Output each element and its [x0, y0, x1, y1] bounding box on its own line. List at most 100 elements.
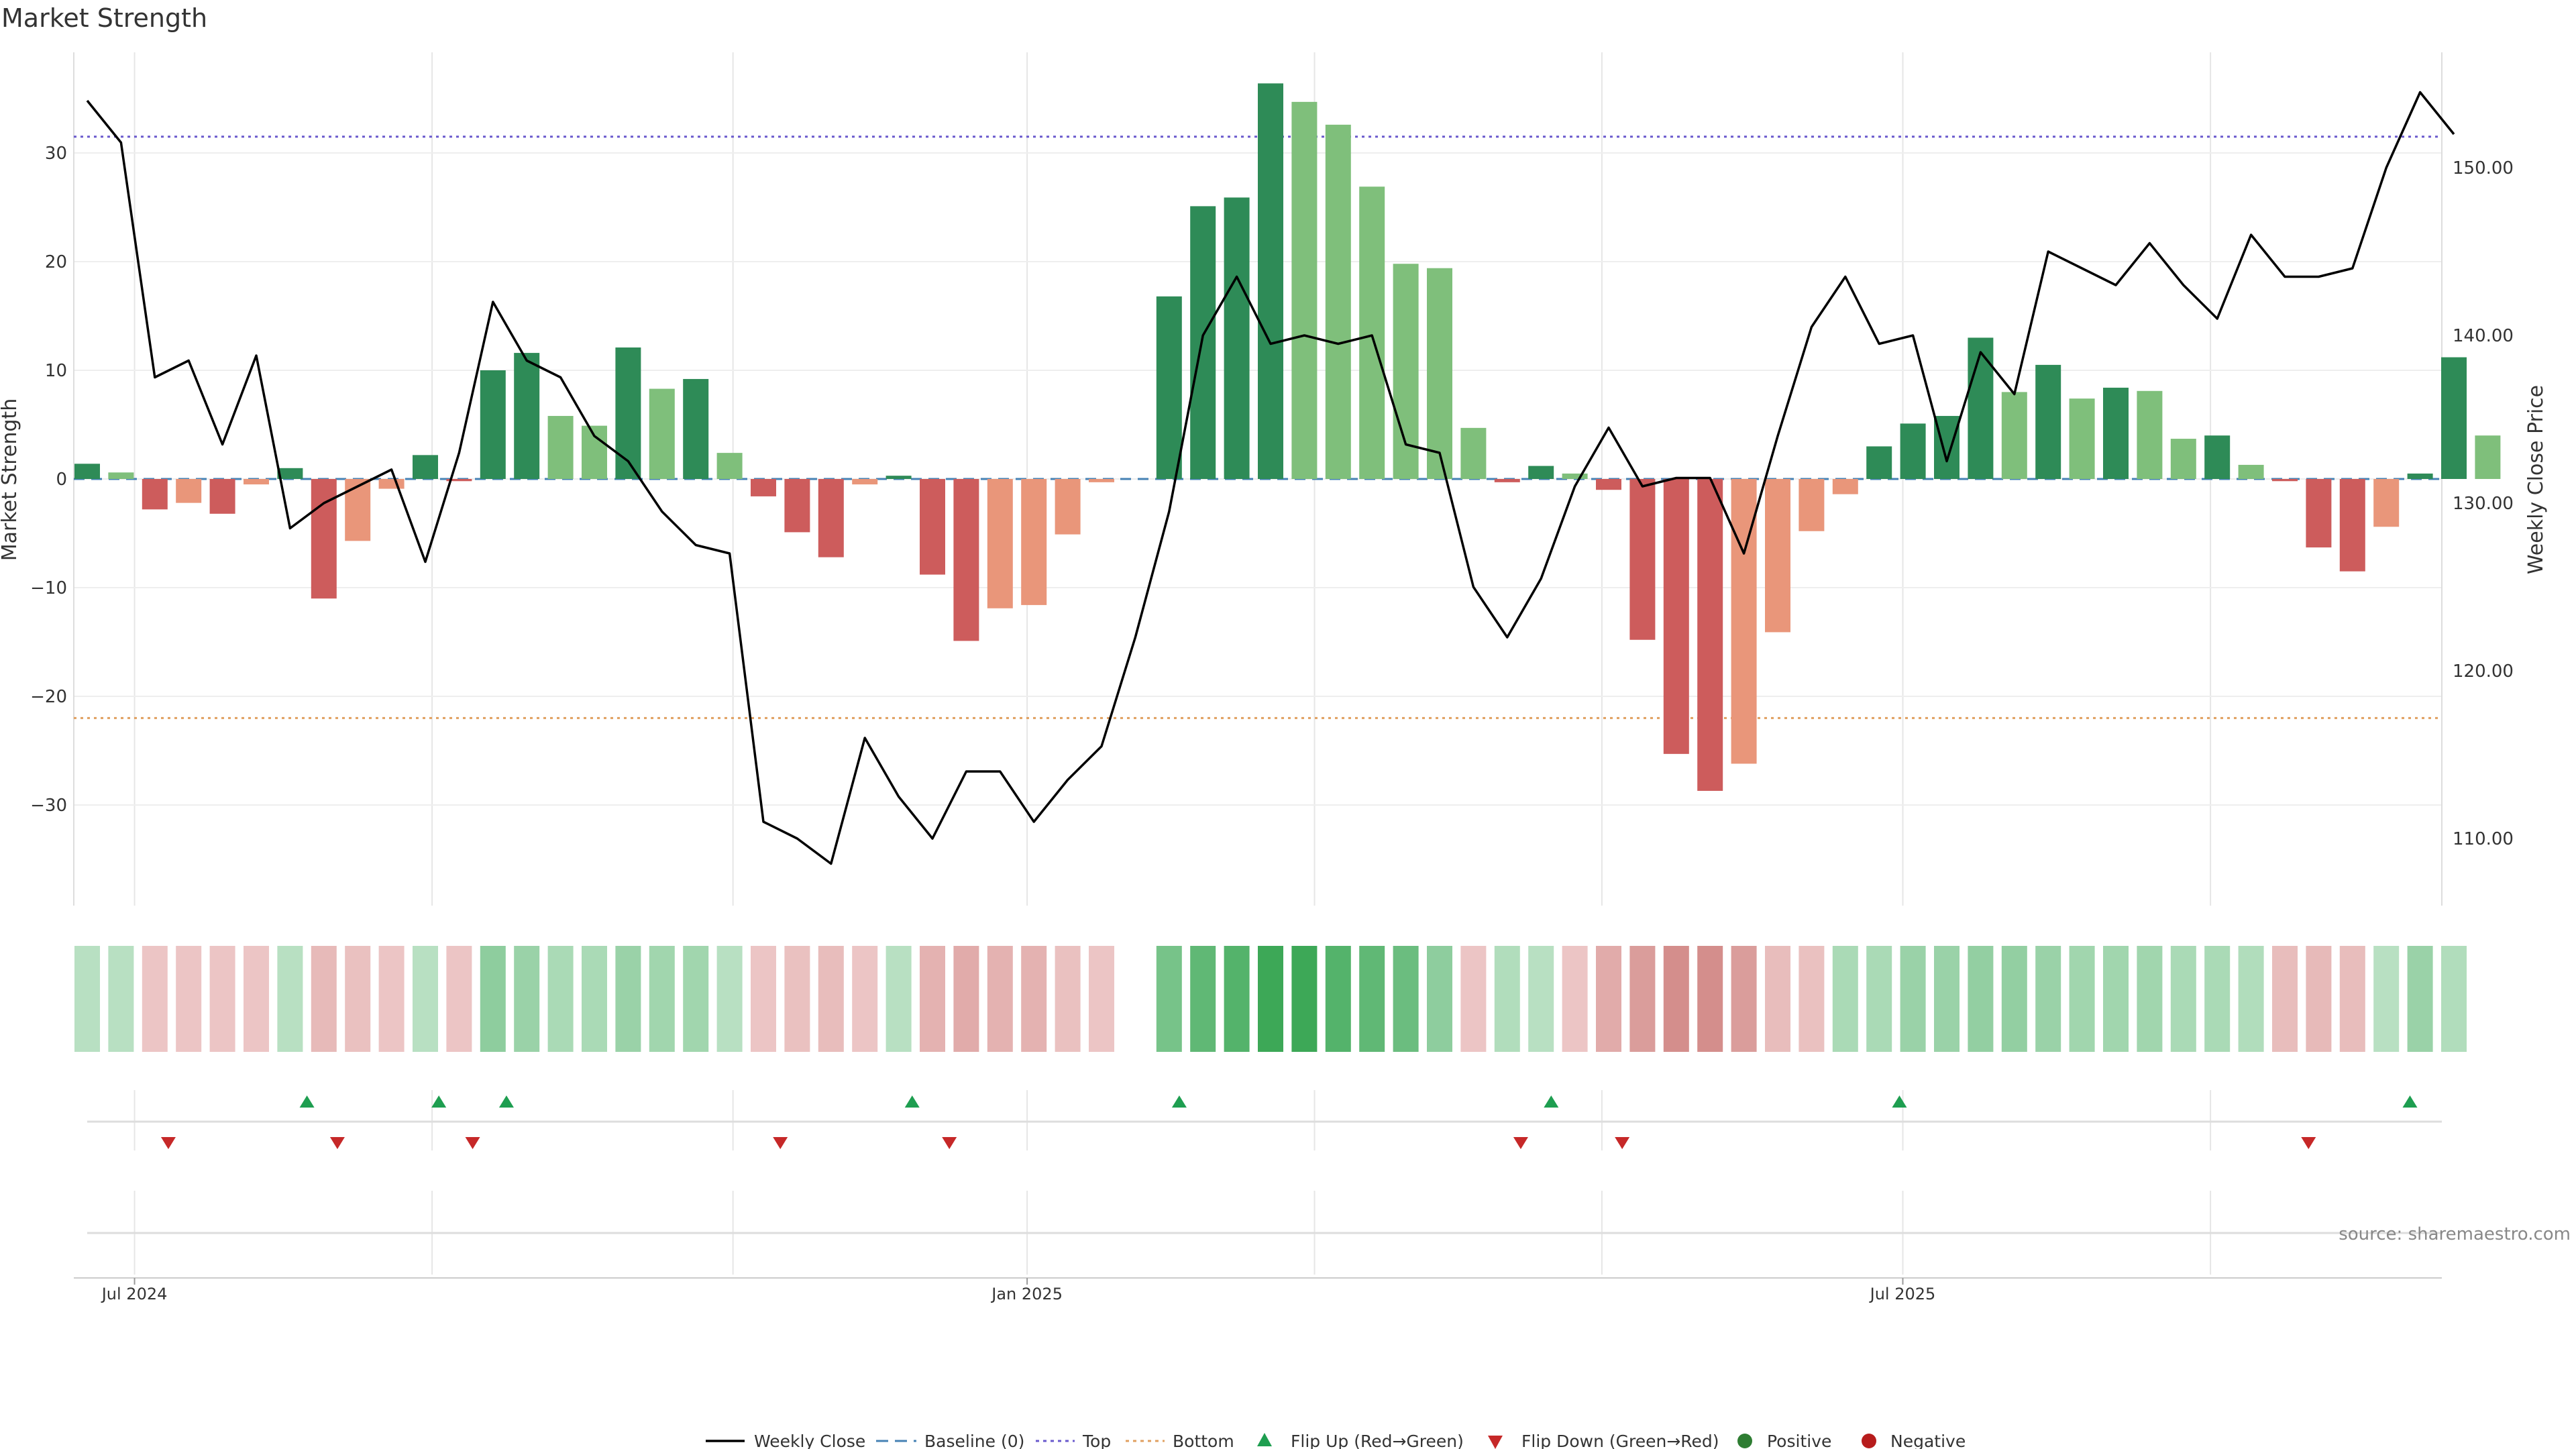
- strength-bar-positive: [2001, 392, 2027, 479]
- heat-cell-positive: [480, 946, 506, 1052]
- strength-bar-negative: [244, 479, 269, 485]
- strength-bar-positive: [615, 347, 641, 479]
- heat-cell-negative: [751, 946, 776, 1052]
- legend-flip-down: Flip Down (Green→Red): [1521, 1432, 1719, 1449]
- y2-tick-label: 150.00: [2453, 158, 2514, 178]
- strength-bar-positive: [2407, 473, 2433, 479]
- date-axis-ticks: Jul 2024 Jan 2025 Jul 2025: [101, 1278, 1935, 1303]
- heat-cell-negative: [446, 946, 472, 1052]
- strength-bar-negative: [1055, 479, 1081, 535]
- y-tick-label: 10: [45, 361, 67, 381]
- y-tick-label: −30: [30, 796, 67, 816]
- heat-cell-negative: [987, 946, 1013, 1052]
- heat-cell-negative: [1021, 946, 1047, 1052]
- heat-cell-positive: [2441, 946, 2467, 1052]
- strength-bar-positive: [2035, 364, 2061, 479]
- heat-cell-negative: [244, 946, 269, 1052]
- strength-bar-negative: [209, 479, 235, 514]
- heat-cell-positive: [547, 946, 574, 1052]
- heat-cell-negative: [2272, 946, 2298, 1052]
- strength-bar-positive: [716, 453, 743, 479]
- left-axis-ticks: 30 20 10 0 −10 −20 −30: [30, 144, 67, 816]
- y2-axis-title: Weekly Close Price: [2524, 385, 2548, 574]
- heat-cell-negative: [176, 946, 202, 1052]
- strength-bar-negative: [345, 479, 371, 541]
- heat-cell-negative: [1460, 946, 1487, 1052]
- heat-cell-negative: [1089, 946, 1114, 1052]
- y2-tick-label: 140.00: [2453, 326, 2514, 346]
- flip-down-marker: [465, 1137, 480, 1149]
- heat-cell-positive: [582, 946, 607, 1052]
- heat-cell-positive: [1359, 946, 1385, 1052]
- legend-flip-down-icon: [1488, 1436, 1503, 1449]
- y-tick-label: −10: [30, 578, 67, 598]
- heat-cell-negative: [1765, 946, 1790, 1052]
- legend-top: Top: [1082, 1432, 1111, 1449]
- strength-bar-positive: [2069, 398, 2095, 479]
- strength-bar-positive: [413, 455, 438, 479]
- strength-bar-negative: [2373, 479, 2400, 527]
- heat-cell-positive: [1900, 946, 1926, 1052]
- heat-cell-positive: [683, 946, 709, 1052]
- heat-cell-positive: [615, 946, 641, 1052]
- strength-bar-negative: [1663, 479, 1689, 754]
- strength-bar-negative: [818, 479, 844, 557]
- strength-bar-positive: [1258, 83, 1283, 479]
- strength-bar-positive: [1427, 268, 1452, 479]
- heat-cell-positive: [1832, 946, 1858, 1052]
- strength-bar-negative: [176, 479, 202, 503]
- heat-cell-positive: [1968, 946, 1994, 1052]
- heat-cell-negative: [852, 946, 878, 1052]
- strength-bar-negative: [1765, 479, 1790, 633]
- strength-bar-positive: [480, 370, 506, 479]
- heat-cell-positive: [1494, 946, 1520, 1052]
- strength-bar-positive: [2170, 439, 2196, 479]
- heat-cell-positive: [2103, 946, 2129, 1052]
- legend-bottom: Bottom: [1173, 1432, 1234, 1449]
- source-note: source: sharemaestro.com: [2339, 1224, 2571, 1244]
- heat-cell-positive: [1934, 946, 1960, 1052]
- heat-cell-negative: [1596, 946, 1621, 1052]
- strength-bar-negative: [1494, 479, 1520, 482]
- strength-bar-negative: [1089, 479, 1114, 482]
- heat-cell-negative: [1731, 946, 1757, 1052]
- heat-cell-negative: [1629, 946, 1656, 1052]
- strength-bar-positive: [2441, 357, 2467, 479]
- weekly-close-line: [86, 91, 2455, 865]
- strength-bar-positive: [1562, 473, 1588, 479]
- strength-bar-positive: [1359, 186, 1385, 479]
- strength-bar-positive: [2475, 435, 2501, 479]
- heat-cell-positive: [1224, 946, 1250, 1052]
- strength-bar-positive: [1968, 337, 1994, 479]
- heat-cell-positive: [885, 946, 912, 1052]
- strength-bar-positive: [2103, 387, 2129, 479]
- strength-bar-positive: [2204, 435, 2231, 479]
- legend-positive: Positive: [1767, 1432, 1831, 1449]
- strength-bar-positive: [1528, 466, 1554, 479]
- flip-up-marker: [1544, 1095, 1559, 1108]
- heat-cell-negative: [1697, 946, 1723, 1052]
- heat-cell-positive: [716, 946, 743, 1052]
- heat-cell-negative: [2339, 946, 2365, 1052]
- heat-cell-positive: [649, 946, 675, 1052]
- heat-cell-positive: [2170, 946, 2196, 1052]
- price-line-layer: [86, 91, 2455, 865]
- heat-cell-negative: [142, 946, 168, 1052]
- strength-bar-positive: [1866, 446, 1892, 479]
- flip-up-marker: [2402, 1095, 2418, 1108]
- strength-bar-negative: [1596, 479, 1621, 490]
- strength-bar-positive: [649, 388, 675, 479]
- heat-cell-negative: [1799, 946, 1825, 1052]
- heat-cell-positive: [2204, 946, 2231, 1052]
- heat-cell-positive: [1156, 946, 1182, 1052]
- strength-bar-positive: [1156, 296, 1182, 479]
- strength-bar-positive: [885, 476, 912, 479]
- date-tick-label: Jul 2024: [101, 1285, 168, 1303]
- strength-bar-negative: [1697, 479, 1723, 791]
- strength-bar-positive: [2238, 464, 2264, 479]
- heat-cell-negative: [1562, 946, 1588, 1052]
- flip-up-marker: [431, 1095, 447, 1108]
- strength-bar-negative: [987, 479, 1013, 608]
- strength-bar-positive: [2137, 390, 2163, 479]
- heat-cell-negative: [378, 946, 405, 1052]
